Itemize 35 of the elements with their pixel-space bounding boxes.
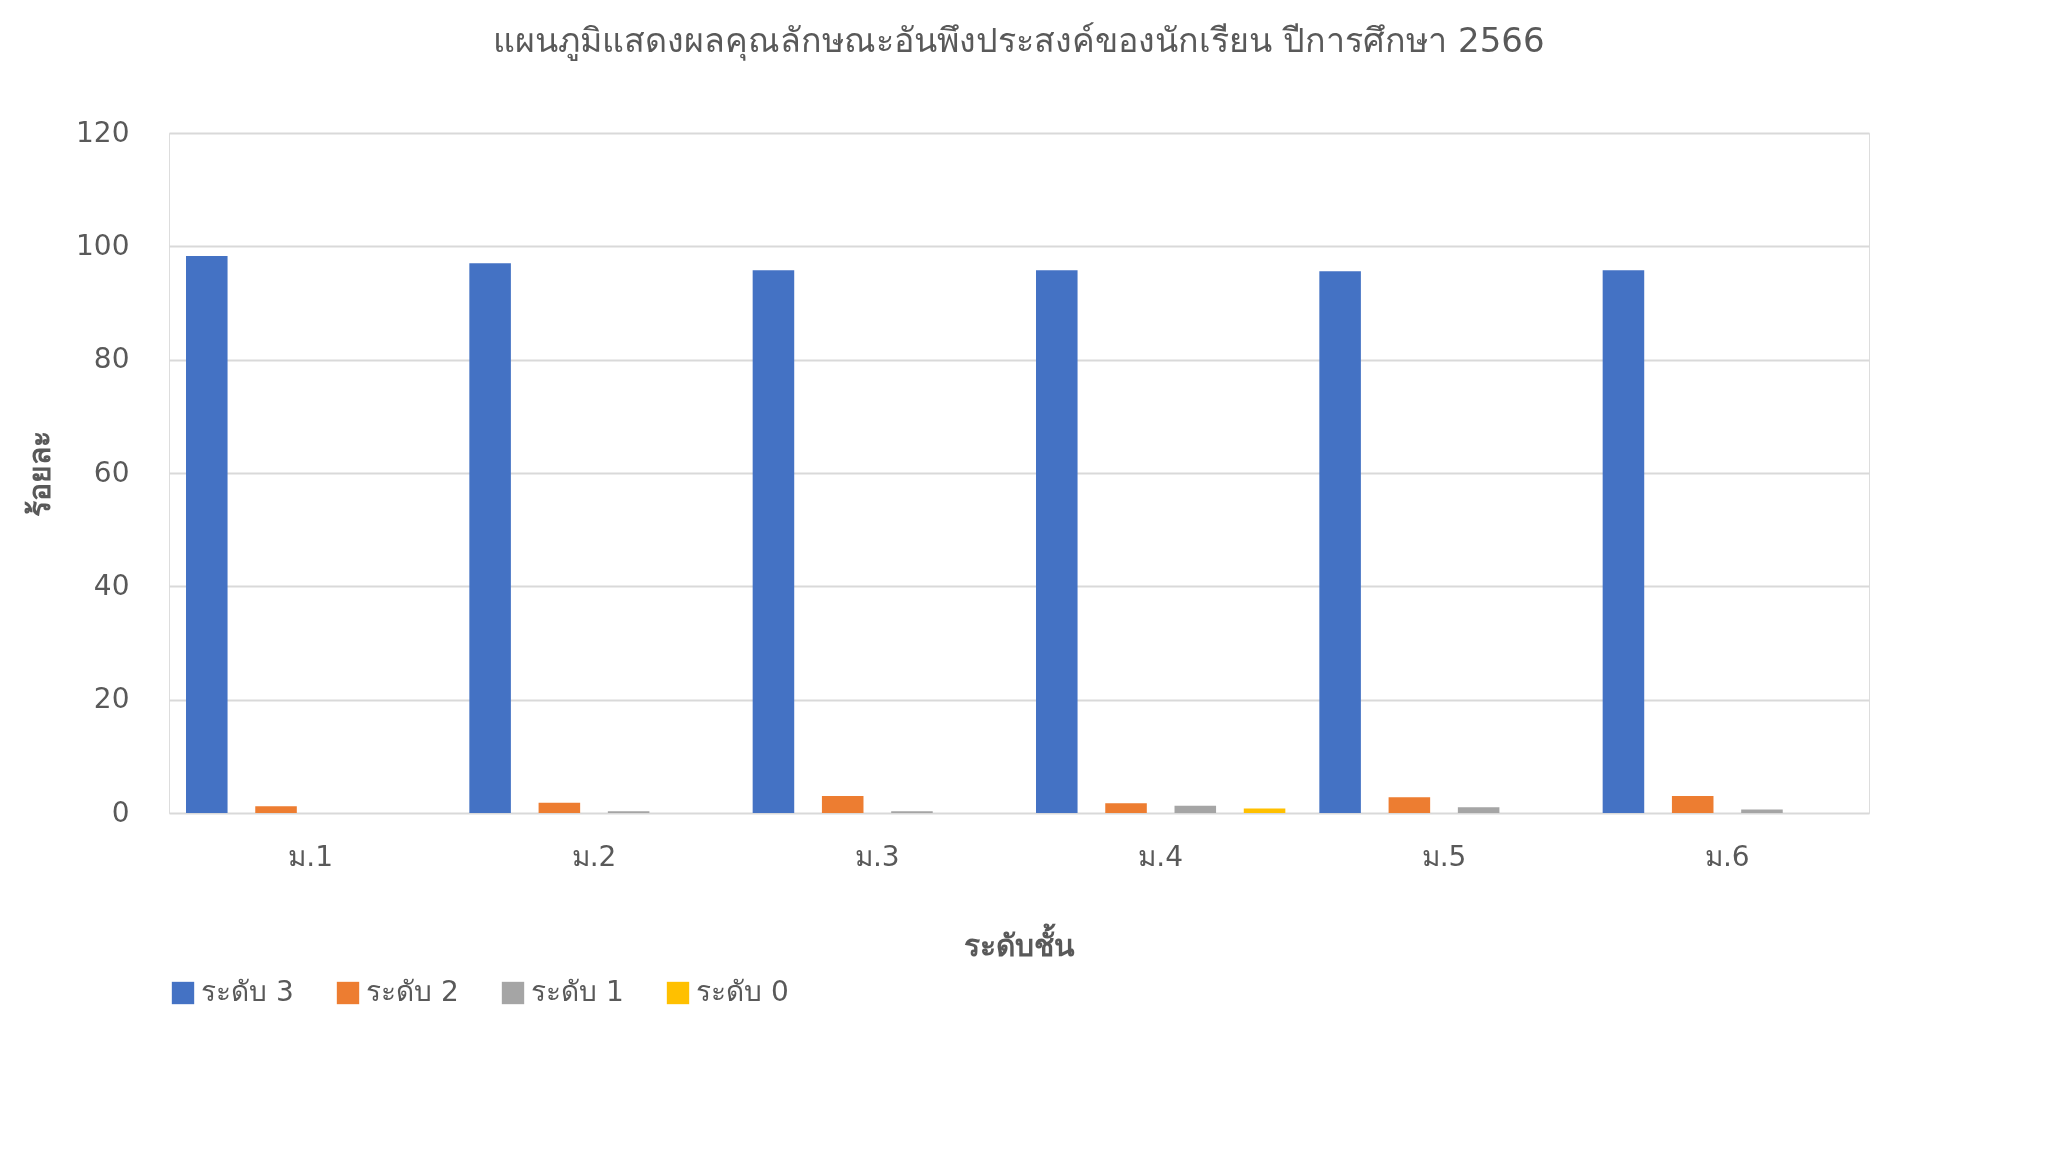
chart-title: แผนภูมิแสดงผลคุณลักษณะอันพึงประสงค์ของนักเรียน ปีการศึกษา 2566 <box>493 20 1545 61</box>
x-tick-label: ม.2 <box>571 839 617 873</box>
bar <box>1036 270 1078 813</box>
bar <box>1319 271 1361 813</box>
y-tick-label: 120 <box>76 115 130 149</box>
x-tick-label: ม.5 <box>1421 839 1467 873</box>
bar <box>821 796 864 813</box>
y-tick-label: 40 <box>93 568 130 602</box>
x-tick-label: ม.3 <box>854 839 900 873</box>
bar <box>186 255 228 813</box>
legend-label: ระดับ 2 <box>366 975 459 1008</box>
bar <box>1174 805 1217 813</box>
bar <box>538 802 581 813</box>
bar <box>469 263 511 813</box>
bar <box>1243 808 1286 813</box>
y-tick-label: 20 <box>93 682 130 716</box>
y-tick-label: 100 <box>76 228 130 262</box>
y-tick-label: 0 <box>111 795 130 829</box>
y-tick-label: 80 <box>93 342 130 376</box>
legend-label: ระดับ 3 <box>201 975 294 1008</box>
x-tick-label: ม.6 <box>1704 839 1750 873</box>
legend-label: ระดับ 1 <box>531 975 624 1008</box>
y-axis-title: ร้อยละ <box>22 430 58 517</box>
bar <box>1602 270 1645 813</box>
bar <box>1457 807 1500 813</box>
legend-label: ระดับ 0 <box>696 975 789 1008</box>
x-axis-title: ระดับชั้น <box>964 922 1075 963</box>
bar <box>752 270 795 813</box>
bar <box>255 806 297 813</box>
x-tick-label: ม.1 <box>288 839 334 873</box>
x-tick-label: ม.4 <box>1138 839 1184 873</box>
y-tick-label: 60 <box>93 455 130 489</box>
bar <box>1388 797 1431 813</box>
bar <box>1105 803 1147 813</box>
bar <box>1671 796 1714 813</box>
